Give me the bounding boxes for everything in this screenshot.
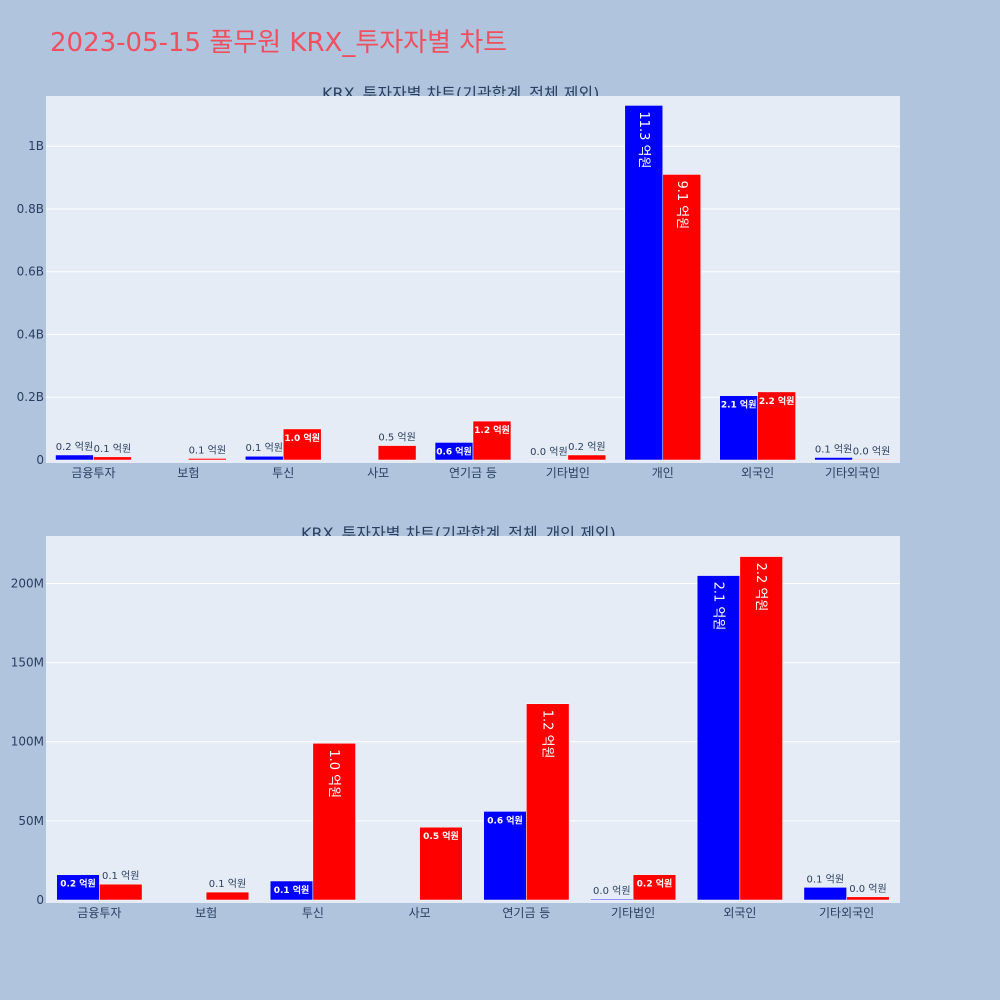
- x-tick-label: 금융투자: [71, 466, 115, 480]
- bar: [205, 891, 250, 901]
- data-label: 0.1 억원: [274, 884, 310, 896]
- bar: [419, 826, 463, 901]
- data-label: 0.0 억원: [593, 885, 630, 897]
- data-label: 0.1 억원: [815, 443, 852, 455]
- data-label: 0.1 억원: [807, 873, 844, 885]
- x-tick-label: 외국인: [723, 906, 756, 920]
- x-tick-label: 사모: [367, 466, 389, 480]
- data-label: 0.5 억원: [378, 432, 415, 444]
- y-tick-label: 0: [36, 893, 44, 907]
- page-title: 2023-05-15 풀무원 KRX_투자자별 차트: [50, 28, 508, 58]
- bar: [719, 395, 758, 461]
- y-tick-label: 0.6B: [17, 265, 44, 279]
- x-tick-label: 연기금 등: [502, 906, 550, 920]
- bar: [739, 556, 783, 901]
- bar: [567, 454, 607, 461]
- data-label: 0.2 억원: [637, 878, 673, 890]
- data-label: 9.1 억원: [674, 180, 689, 229]
- data-label: 0.1 억원: [94, 443, 131, 455]
- bar: [696, 575, 741, 901]
- x-tick-label: 투신: [302, 906, 324, 920]
- y-tick-label: 0.4B: [17, 327, 44, 341]
- x-tick-label: 기타외국인: [825, 466, 880, 480]
- bar: [846, 896, 890, 901]
- data-label: 2.2 억원: [759, 395, 795, 407]
- y-tick-label: 50M: [18, 814, 44, 828]
- data-label: 0.1 억원: [246, 442, 283, 454]
- data-label: 0.1 억원: [102, 870, 139, 882]
- bar: [852, 459, 891, 461]
- y-tick-label: 200M: [11, 576, 44, 590]
- data-label: 0.0 억원: [853, 445, 890, 457]
- bar: [188, 458, 227, 461]
- data-label: 0.1 억원: [189, 444, 226, 456]
- bar: [526, 703, 570, 901]
- bar: [93, 456, 132, 461]
- data-label: 1.2 억원: [474, 424, 510, 436]
- y-tick-label: 150M: [11, 656, 44, 670]
- y-tick-label: 0.8B: [17, 202, 44, 216]
- bar: [56, 874, 100, 901]
- x-tick-label: 사모: [409, 906, 431, 920]
- bar: [632, 874, 677, 901]
- bar: [814, 457, 853, 461]
- data-label: 1.2 억원: [540, 710, 555, 759]
- x-tick-label: 금융투자: [77, 906, 121, 920]
- data-label: 0.5 억원: [423, 830, 459, 842]
- bar: [99, 883, 143, 901]
- data-label: 2.1 억원: [711, 582, 726, 631]
- data-label: 0.1 억원: [209, 878, 246, 890]
- x-tick-label: 기타외국인: [819, 906, 874, 920]
- x-tick-label: 보험: [195, 906, 217, 920]
- bar: [312, 743, 356, 901]
- bar: [803, 887, 847, 901]
- bar: [662, 174, 701, 461]
- x-tick-label: 연기금 등: [449, 466, 497, 480]
- y-tick-label: 0: [36, 453, 44, 467]
- bar: [624, 105, 664, 461]
- bar: [282, 428, 322, 461]
- data-label: 0.0 억원: [849, 883, 886, 895]
- data-label: 1.0 억원: [284, 432, 320, 444]
- data-label: 0.2 억원: [568, 441, 605, 453]
- data-label: 2.1 억원: [721, 399, 757, 411]
- bar: [483, 811, 527, 901]
- data-label: 0.2 억원: [60, 878, 96, 890]
- y-tick-label: 100M: [11, 735, 44, 749]
- bar: [757, 391, 796, 461]
- data-label: 0.0 억원: [530, 446, 567, 458]
- bar: [472, 420, 512, 461]
- data-label: 11.3 억원: [636, 111, 651, 168]
- x-tick-label: 기타법인: [611, 906, 655, 920]
- bar: [377, 445, 417, 461]
- data-label: 2.2 억원: [753, 563, 768, 612]
- x-tick-label: 외국인: [741, 466, 774, 480]
- data-label: 0.6 억원: [487, 814, 523, 826]
- y-tick-label: 0.2B: [17, 390, 44, 404]
- x-tick-label: 투신: [272, 466, 294, 480]
- y-tick-label: 1B: [28, 139, 44, 153]
- x-tick-label: 보험: [177, 466, 199, 480]
- data-label: 0.6 억원: [436, 445, 472, 457]
- x-tick-label: 개인: [652, 466, 674, 480]
- data-label: 0.2 억원: [56, 441, 93, 453]
- x-tick-label: 기타법인: [546, 466, 590, 480]
- bar: [590, 898, 634, 901]
- data-label: 1.0 억원: [326, 749, 341, 798]
